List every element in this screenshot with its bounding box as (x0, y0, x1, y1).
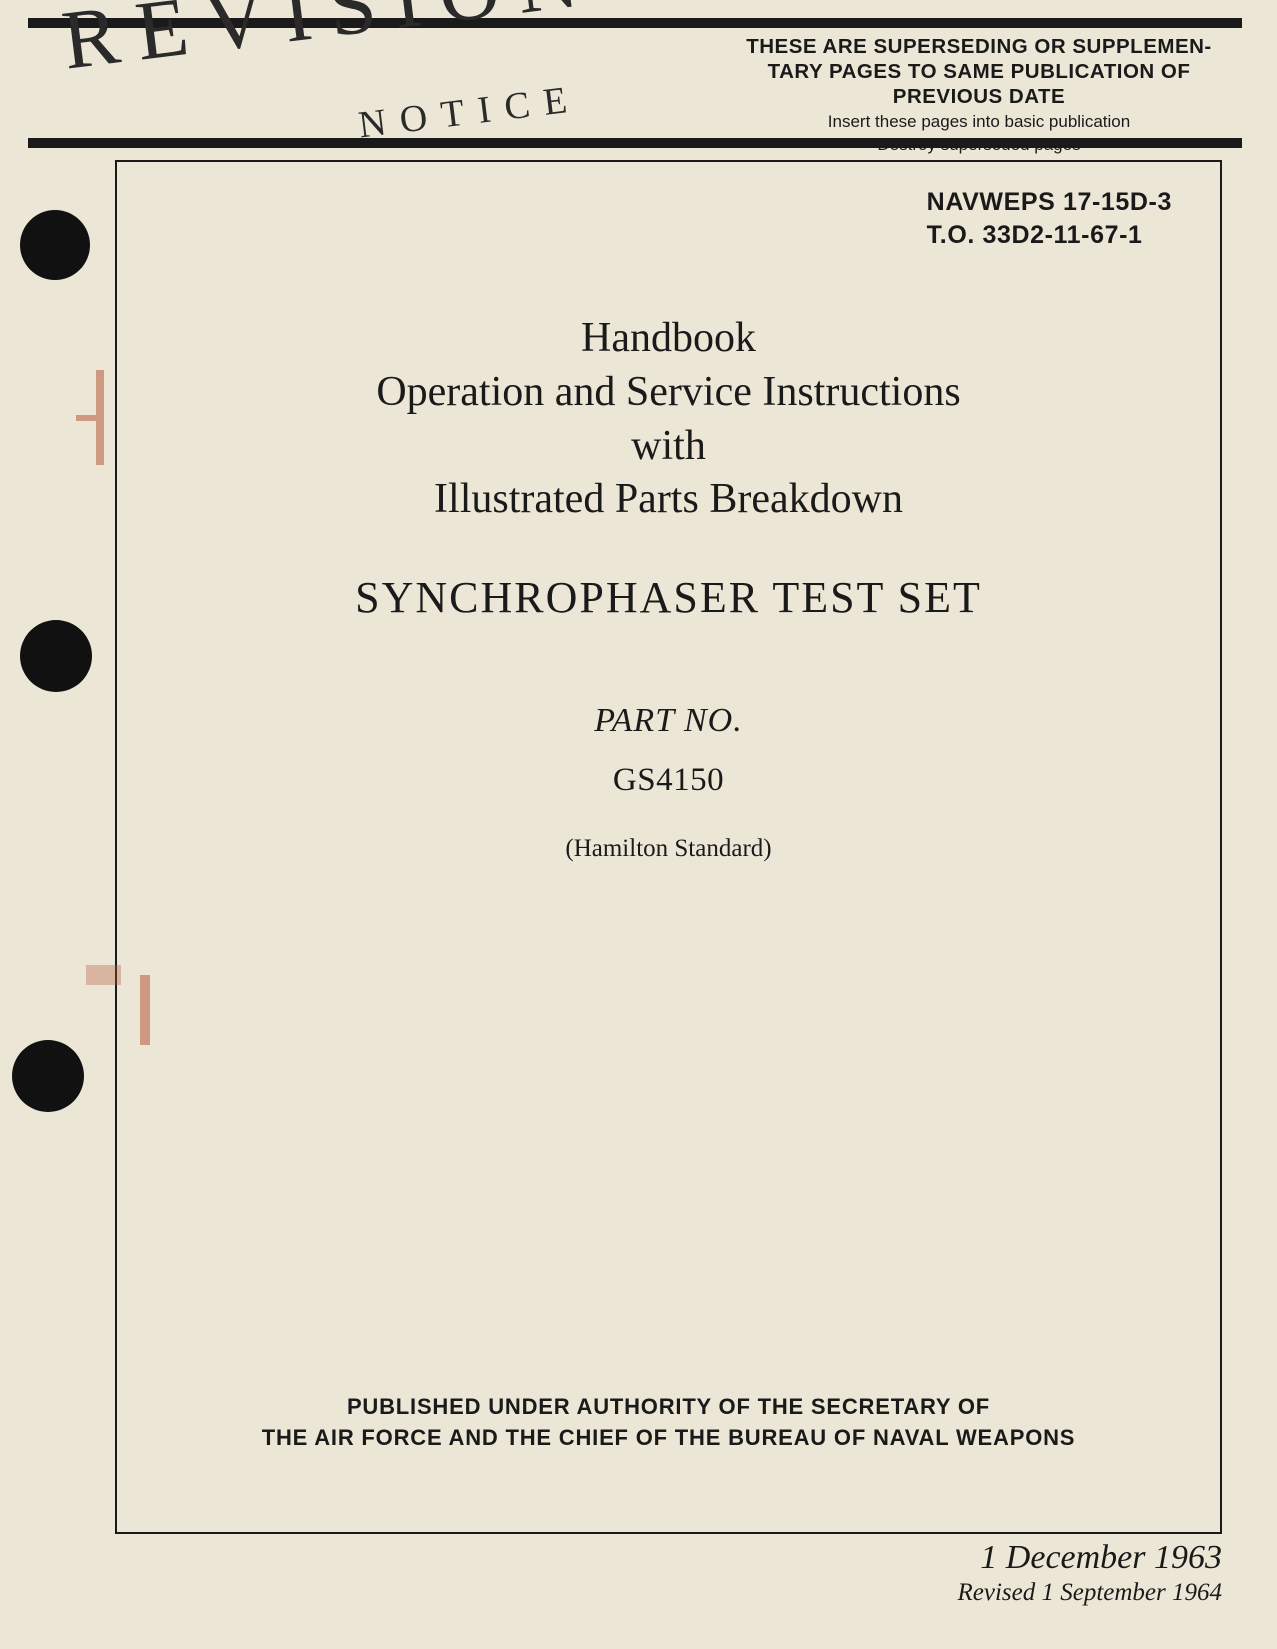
punch-hole-icon (20, 620, 92, 692)
supersede-line: TARY PAGES TO SAME PUBLICATION OF (724, 59, 1234, 84)
scan-mark-icon (86, 965, 121, 985)
title-line: Operation and Service Instructions (117, 366, 1220, 420)
revision-banner: REVISION NOTICE THESE ARE SUPERSEDING OR… (28, 18, 1242, 148)
cover-frame: NAVWEPS 17-15D-3 T.O. 33D2-11-67-1 Handb… (115, 160, 1222, 1534)
publication-dates: 1 December 1963 Revised 1 September 1964 (957, 1539, 1222, 1607)
part-number-value: GS4150 (117, 762, 1220, 799)
title-line: Handbook (117, 312, 1220, 366)
title-block: Handbook Operation and Service Instructi… (117, 312, 1220, 527)
authority-statement: PUBLISHED UNDER AUTHORITY OF THE SECRETA… (117, 1392, 1220, 1454)
supersede-line: PREVIOUS DATE (724, 84, 1234, 109)
punch-hole-icon (20, 210, 90, 280)
document-ids: NAVWEPS 17-15D-3 T.O. 33D2-11-67-1 (927, 186, 1172, 251)
revision-word: REVISION (57, 0, 601, 90)
scan-mark-icon (140, 975, 150, 1045)
subject-title: SYNCHROPHASER TEST SET (117, 572, 1220, 623)
supersede-instruction: Destroy superseded pages (724, 134, 1234, 155)
notice-word: NOTICE (356, 77, 583, 148)
supersede-note: THESE ARE SUPERSEDING OR SUPPLEMEN- TARY… (724, 34, 1234, 156)
manufacturer: (Hamilton Standard) (117, 835, 1220, 863)
scan-mark-icon (76, 415, 96, 421)
navweps-id: NAVWEPS 17-15D-3 (927, 186, 1172, 219)
title-line: with (117, 420, 1220, 474)
date-revised: Revised 1 September 1964 (957, 1579, 1222, 1607)
scan-mark-icon (96, 370, 104, 465)
punch-hole-icon (12, 1040, 84, 1112)
authority-line: THE AIR FORCE AND THE CHIEF OF THE BUREA… (117, 1423, 1220, 1454)
part-number-label: PART NO. (117, 702, 1220, 740)
title-line: Illustrated Parts Breakdown (117, 473, 1220, 527)
date-original: 1 December 1963 (957, 1539, 1222, 1577)
supersede-instruction: Insert these pages into basic publicatio… (724, 111, 1234, 132)
revision-word-wrap: REVISION (57, 0, 601, 90)
part-number-block: PART NO. GS4150 (Hamilton Standard) (117, 702, 1220, 863)
to-id: T.O. 33D2-11-67-1 (927, 219, 1172, 252)
supersede-line: THESE ARE SUPERSEDING OR SUPPLEMEN- (724, 34, 1234, 59)
authority-line: PUBLISHED UNDER AUTHORITY OF THE SECRETA… (117, 1392, 1220, 1423)
page: REVISION NOTICE THESE ARE SUPERSEDING OR… (0, 0, 1277, 1649)
